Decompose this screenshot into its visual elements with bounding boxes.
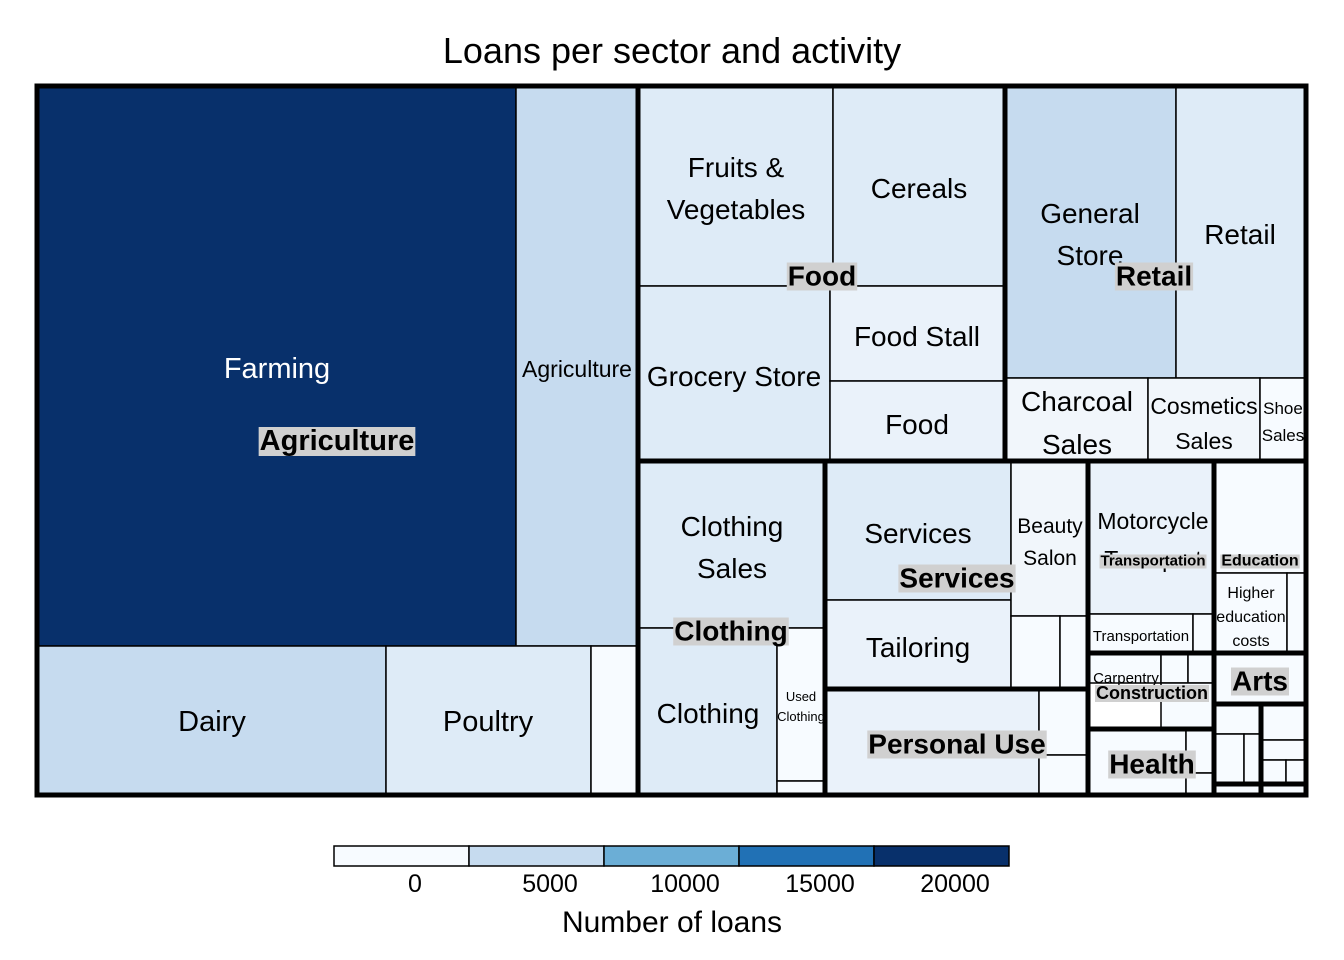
sector-label-group-transportation: Transportation	[1099, 553, 1207, 570]
treemap-cell-clothing-clothing-sales	[637, 460, 826, 629]
activity-label-general-store: General Store	[1040, 198, 1140, 271]
sector-label-retail: Retail	[1116, 261, 1192, 292]
activity-label-shoe-sales: Shoe Sales	[1262, 399, 1305, 445]
legend-tick-labels: 0 5000 10000 15000 20000	[408, 870, 990, 898]
sector-label-group-food: Food	[786, 261, 858, 292]
sector-label-group-health: Health	[1108, 749, 1196, 780]
treemap-cell-transportation-transportation	[1087, 613, 1194, 654]
activity-label-beauty-salon: Beauty Salon	[1017, 515, 1083, 570]
treemap-cell-food-food-stall	[829, 285, 1006, 382]
sector-label-bg-personal-use	[867, 730, 1047, 759]
sector-label-personal-use: Personal Use	[868, 729, 1045, 760]
sector-label-agriculture: Agriculture	[260, 425, 415, 457]
legend-tick-label-1: 5000	[522, 870, 578, 898]
activity-label-agriculture: Agriculture	[522, 356, 632, 382]
activity-label-retail: Retail	[1204, 219, 1276, 250]
treemap-cell-food-food	[829, 380, 1006, 462]
sector-label-bg-clothing	[673, 617, 789, 646]
activity-label-poultry: Poultry	[443, 706, 534, 738]
sector-label-bg-transportation	[1099, 554, 1207, 569]
activity-label-grocery-store: Grocery Store	[647, 361, 821, 392]
activity-label-higher-education-costs: Higher education costs	[1216, 585, 1285, 650]
legend-color-bins	[333, 845, 1010, 867]
treemap-cell-food-cereals	[832, 85, 1006, 287]
sector-label-group-education: Education	[1220, 553, 1300, 570]
sector-labels: Agriculture Food Retail Clothing Services Per…	[258, 261, 1300, 780]
treemap-cell-retail-shoe-sales	[1259, 377, 1307, 462]
sector-label-bg-food	[786, 262, 858, 291]
activity-label-farming: Farming	[224, 353, 330, 385]
activity-label-food: Food	[885, 409, 949, 440]
activity-label-cosmetics-sales: Cosmetics Sales	[1150, 393, 1257, 454]
treemap-cell-clothing-used-clothing	[776, 627, 826, 782]
sector-label-bg-services	[898, 564, 1016, 593]
treemap-cell-retail-retail	[1175, 85, 1307, 379]
sector-label-food: Food	[788, 261, 856, 292]
sector-label-group-retail: Retail	[1114, 261, 1194, 292]
treemap-outer-border	[34, 83, 1309, 798]
activity-label-dairy: Dairy	[178, 706, 246, 738]
treemap-cell-food-grocery-store	[637, 285, 831, 462]
sector-label-health: Health	[1109, 749, 1195, 780]
sector-label-bg-education	[1220, 554, 1300, 569]
legend-bin-3	[738, 845, 875, 867]
treemap-cell-unnamed-11-0	[1213, 703, 1262, 735]
legend-title: Number of loans	[562, 906, 782, 939]
treemap-cell-transportation-motorcycle-transport	[1087, 460, 1215, 615]
legend-bin-0	[333, 845, 470, 867]
activity-label-carpentry: Carpentry	[1093, 670, 1159, 687]
sector-label-group-services: Services	[898, 563, 1016, 594]
treemap-cell-retail-charcoal-sales	[1004, 377, 1149, 462]
sector-label-bg-arts	[1230, 667, 1290, 696]
activity-label-transportation: Transportation	[1093, 628, 1189, 645]
sector-label-group-clothing: Clothing	[673, 616, 789, 647]
legend-tick-label-2: 10000	[650, 870, 720, 898]
activity-label-clothing-sales: Clothing Sales	[681, 511, 784, 584]
activity-label-fruits-vegetables: Fruits & Vegetables	[667, 152, 806, 225]
legend-bin-4	[873, 845, 1010, 867]
chart-title: Loans per sector and activity	[442, 30, 902, 71]
sector-label-arts: Arts	[1232, 666, 1288, 697]
activity-label-used-clothing: Used Clothing	[777, 689, 825, 724]
sector-label-group-arts: Arts	[1230, 666, 1290, 697]
sector-label-transportation: Transportation	[1100, 553, 1205, 570]
treemap-cell-agriculture-poultry	[385, 645, 592, 796]
sector-label-clothing: Clothing	[674, 616, 788, 647]
sector-label-services: Services	[899, 563, 1014, 594]
activity-label-cereals: Cereals	[871, 173, 967, 204]
sector-label-education: Education	[1221, 553, 1298, 570]
sector-label-group-agriculture: Agriculture	[258, 425, 416, 457]
legend-tick-label-3: 15000	[785, 870, 855, 898]
sector-label-group-personal-use: Personal Use	[867, 729, 1047, 760]
treemap-cell-retail-cosmetics-sales	[1147, 377, 1261, 462]
activity-label-clothing: Clothing	[657, 698, 760, 729]
activity-label-charcoal-sales: Charcoal Sales	[1021, 386, 1133, 460]
legend-bin-2	[603, 845, 740, 867]
treemap-cell-construction-carpentry	[1087, 652, 1162, 684]
treemap-cell-agriculture-dairy	[36, 645, 387, 796]
sector-label-bg-construction	[1095, 685, 1209, 702]
treemap-cell-agriculture-farming	[36, 85, 517, 647]
treemap-cell-services-beauty-salon	[1010, 460, 1089, 617]
activity-label-food-stall: Food Stall	[854, 321, 980, 352]
legend-tick-label-0: 0	[408, 870, 422, 898]
sector-label-group-construction: Construction	[1095, 683, 1209, 703]
sector-label-bg-agriculture	[258, 427, 416, 456]
treemap-cell-services-4	[1059, 615, 1089, 690]
legend-bin-1	[468, 845, 605, 867]
sector-label-bg-retail	[1114, 262, 1194, 291]
sector-label-construction: Construction	[1096, 683, 1208, 703]
activity-label-services: Services	[864, 518, 971, 549]
treemap-cell-clothing-clothing	[637, 627, 778, 796]
legend-tick-label-4: 20000	[920, 870, 990, 898]
sector-label-bg-health	[1108, 750, 1196, 779]
activity-label-tailoring: Tailoring	[866, 632, 970, 663]
